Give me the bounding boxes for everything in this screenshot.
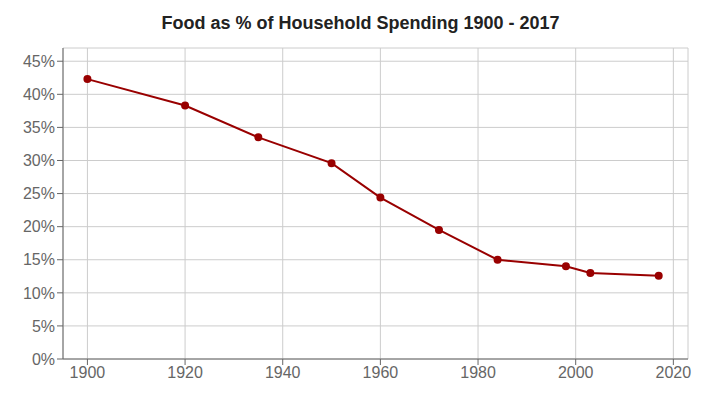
svg-text:35%: 35% [23,119,55,136]
svg-text:25%: 25% [23,185,55,202]
svg-text:0%: 0% [32,351,55,368]
svg-text:1940: 1940 [265,364,301,381]
svg-text:1900: 1900 [70,364,106,381]
svg-text:2020: 2020 [656,364,692,381]
svg-text:45%: 45% [23,53,55,70]
svg-text:1980: 1980 [460,364,496,381]
svg-text:20%: 20% [23,218,55,235]
svg-text:40%: 40% [23,86,55,103]
svg-text:5%: 5% [32,318,55,335]
svg-text:1920: 1920 [167,364,203,381]
svg-text:2000: 2000 [558,364,594,381]
svg-text:10%: 10% [23,285,55,302]
svg-text:15%: 15% [23,251,55,268]
svg-text:30%: 30% [23,152,55,169]
html-text:Food as % of Household Spendin: Food as % of Household Spending 1900 - 2… [161,13,560,33]
svg-text:1960: 1960 [363,364,399,381]
